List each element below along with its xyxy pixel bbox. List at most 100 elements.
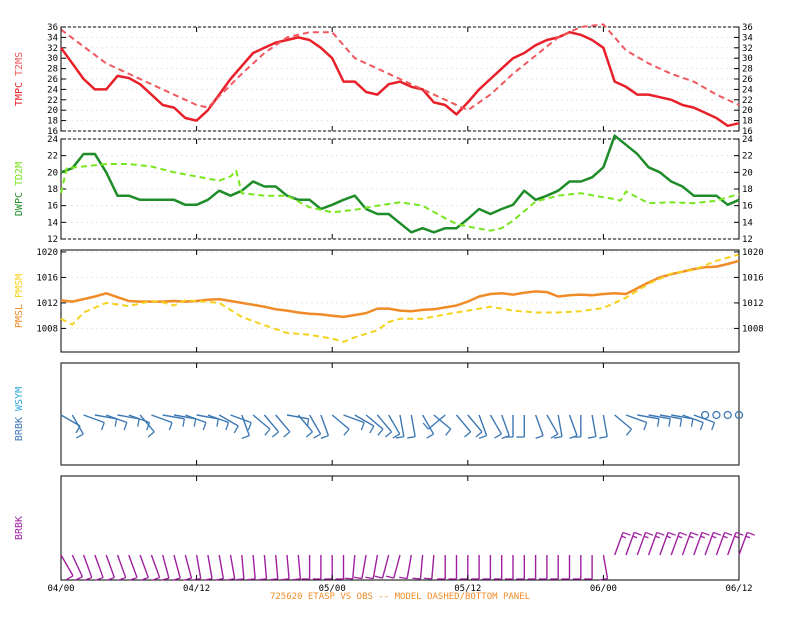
wind-barb-feather — [713, 531, 722, 536]
wind-barb-feather — [377, 428, 384, 436]
wind-barb — [395, 414, 405, 439]
y-tick-label: 24 — [47, 85, 58, 95]
wind-barb — [471, 555, 480, 580]
wind-barb-feather — [172, 577, 181, 581]
wind-barb-feather — [123, 422, 128, 431]
wind-barb-feather — [353, 576, 363, 580]
wind-barb-feather — [711, 422, 716, 431]
wind-barb-feather — [360, 422, 365, 431]
wind-barb — [482, 555, 492, 580]
wind-barb-staff — [308, 414, 322, 435]
y-tick-label: 1020 — [36, 248, 58, 258]
wind-barb-feather — [622, 531, 631, 536]
wind-barb-staff — [252, 554, 256, 579]
y-tick-label: 32 — [742, 44, 753, 54]
wind-barb — [587, 414, 597, 439]
wind-barb — [365, 414, 384, 436]
wind-barb-feather — [283, 431, 291, 438]
wind-barb-staff — [715, 532, 726, 556]
wind-barb — [516, 415, 525, 438]
y-tick-label: 28 — [47, 65, 58, 75]
panel-frame — [60, 475, 740, 581]
y-tick-label: 26 — [47, 75, 58, 85]
wind-barb-staff — [162, 554, 170, 579]
wind-barb — [693, 531, 710, 556]
y-tick-label: 12 — [47, 235, 58, 245]
wind-barb-staff — [557, 414, 563, 437]
wind-barb-feather — [724, 531, 733, 536]
wind-barb-half-feather — [689, 535, 694, 539]
wind-barb-feather — [494, 433, 502, 439]
wind-barb — [292, 554, 302, 581]
wind-barb — [422, 414, 446, 430]
wind-barb-feather — [183, 577, 192, 581]
wind-barb-feather — [475, 431, 483, 438]
wind-barb — [82, 554, 93, 581]
y-tick-label: 20 — [47, 106, 58, 116]
panel-pressure: PMSL PMSM 1008 1008 1012 1012 1016 1016 1020 102… — [14, 248, 764, 353]
wind-barb-feather — [247, 578, 256, 581]
wind-barb-half-feather — [621, 535, 626, 539]
wind-barb — [561, 555, 571, 580]
wind-barb-staff — [82, 554, 93, 578]
series-line-observed — [59, 30, 740, 128]
y-tick-label: 1008 — [742, 324, 764, 334]
wind-barb-feather — [343, 428, 350, 436]
wind-barb-feather — [204, 577, 213, 581]
wind-barb-staff — [489, 414, 503, 435]
y-tick-label: 28 — [742, 65, 753, 75]
wind-barb — [139, 414, 155, 438]
wind-barb-feather — [667, 531, 676, 536]
wind-barb — [704, 531, 722, 556]
x-tick-label: 06/12 — [725, 584, 752, 594]
calm-wind-circle — [723, 410, 732, 420]
wind-barb-staff — [128, 554, 138, 578]
wind-barb-feather — [554, 436, 563, 439]
wind-barb-feather — [258, 578, 267, 581]
wind-barb — [312, 555, 322, 580]
y-tick-label: 18 — [742, 117, 753, 127]
wind-barb — [281, 554, 290, 581]
wind-barb — [385, 554, 401, 579]
wind-barb — [241, 414, 250, 440]
wind-barb-feather — [699, 422, 704, 431]
wind-barb-feather — [292, 578, 301, 581]
wind-barb-feather — [247, 422, 252, 431]
y-tick-label: 16 — [742, 202, 753, 212]
wind-barb — [681, 531, 699, 556]
wind-barb-feather — [313, 433, 321, 439]
wind-barb-staff — [421, 414, 435, 435]
y-tick-label: 16 — [47, 202, 58, 212]
wind-barb — [94, 554, 104, 581]
wind-barb — [505, 555, 514, 580]
wind-barb-staff — [275, 554, 279, 579]
wind-barb — [433, 414, 452, 436]
y-tick-label: 24 — [742, 85, 753, 95]
wind-barb — [625, 414, 648, 431]
wind-barb-feather — [76, 433, 84, 439]
series-line-model — [60, 163, 740, 232]
panel-label-part: PMSM — [14, 274, 25, 304]
wind-barb — [637, 414, 660, 427]
wind-barb-staff — [433, 414, 452, 430]
wind-barb — [252, 414, 271, 436]
wind-barb-staff — [263, 554, 268, 579]
wind-barb — [297, 414, 313, 438]
wind-barb-feather — [701, 531, 710, 536]
y-tick-label: 14 — [47, 218, 58, 228]
wind-barb — [527, 555, 537, 580]
wind-barb-staff — [568, 414, 578, 436]
y-tick-label: 1020 — [742, 248, 764, 258]
wind-barb-feather — [146, 422, 151, 431]
wind-barb — [546, 414, 559, 439]
panel-label-part: DWPC — [14, 192, 25, 216]
wind-barb-feather — [74, 576, 83, 581]
wind-barb — [670, 531, 688, 556]
y-tick-label: 20 — [742, 106, 753, 116]
wind-barb — [331, 414, 350, 436]
y-tick-label: 24 — [742, 135, 753, 145]
wind-barb-staff — [602, 554, 609, 579]
wind-barb-staff — [381, 554, 390, 579]
wind-barb-staff — [431, 554, 435, 579]
wind-barb-feather — [587, 436, 597, 439]
